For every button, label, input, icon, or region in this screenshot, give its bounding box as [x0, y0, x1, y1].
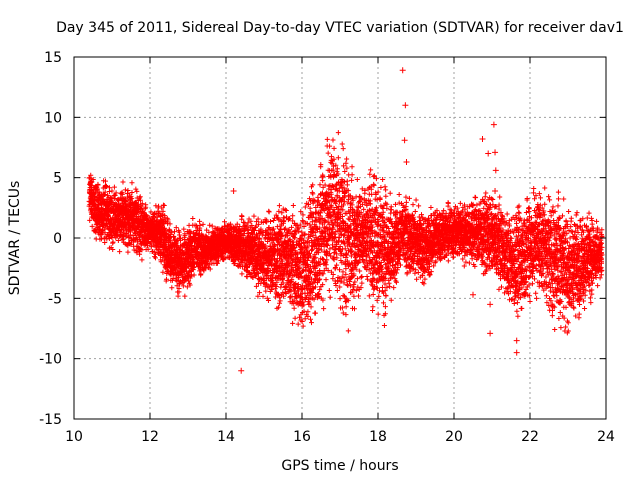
- chart-svg: 1012141618202224-15-10-5051015 Day 345 o…: [0, 0, 640, 480]
- chart-area: 1012141618202224-15-10-5051015 Day 345 o…: [0, 0, 640, 480]
